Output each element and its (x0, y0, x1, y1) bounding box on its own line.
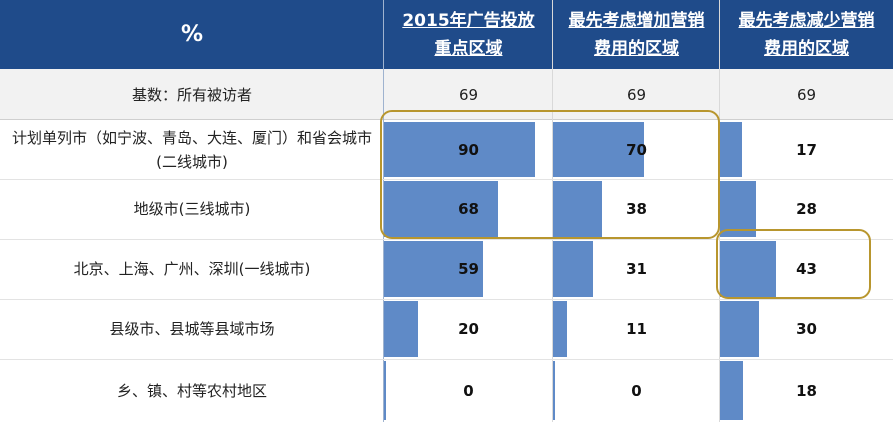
bar-value-label: 70 (626, 140, 647, 159)
row-separator (0, 359, 893, 360)
table-header: % 2015年广告投放 重点区域 最先考虑增加营销 费用的区域 最先考虑减少营销 费… (0, 0, 893, 69)
bar (384, 241, 483, 297)
base-value: 69 (626, 85, 647, 104)
row-label: 北京、上海、广州、深圳(一线城市) (73, 260, 311, 278)
highlight-box (716, 229, 871, 299)
bar-value-label: 68 (458, 200, 479, 218)
bar-value-label: 31 (626, 260, 647, 278)
highlight-box (380, 110, 720, 239)
row-label: 县级市、县城等县域市场 (109, 320, 275, 338)
bar (384, 301, 418, 357)
bar-value-label: 11 (626, 320, 647, 338)
header-column-2: 最先考虑增加营销 费用的区域 (553, 0, 720, 69)
bar (553, 241, 593, 297)
header-column-label: 最先考虑减少营销 费用的区域 (738, 10, 875, 59)
row-separator (0, 239, 893, 240)
bar (553, 122, 644, 177)
row-label: 乡、镇、村等农村地区 (116, 381, 267, 400)
header-column-3: 最先考虑减少营销 费用的区域 (720, 0, 893, 69)
row-separator (0, 179, 893, 180)
bar-value-label: 0 (631, 381, 642, 400)
base-value: 69 (458, 85, 479, 104)
bar-value-label: 18 (796, 381, 817, 400)
bar (384, 361, 386, 420)
bar (720, 241, 776, 297)
bar (720, 301, 759, 357)
bar-value-label: 17 (796, 140, 817, 159)
header-corner-label: % (180, 22, 204, 47)
bar (553, 181, 602, 237)
bar-value-label: 90 (458, 140, 479, 159)
header-column-label: 2015年广告投放 重点区域 (402, 10, 535, 59)
bar-value-label: 20 (458, 320, 479, 338)
bar-value-label: 30 (796, 320, 817, 338)
header-column-label: 最先考虑增加营销 费用的区域 (568, 10, 705, 59)
bar-value-label: 28 (796, 200, 817, 218)
column-separator (383, 0, 384, 422)
base-row-label: 基数：所有被访者 (131, 85, 252, 104)
row-separator (0, 299, 893, 300)
bar (720, 181, 756, 237)
bar (553, 361, 555, 420)
bar (720, 361, 743, 420)
column-separator (552, 0, 553, 422)
bar (720, 122, 742, 177)
row-label: 地级市(三线城市) (133, 200, 251, 218)
bar (553, 301, 567, 357)
header-column-1: 2015年广告投放 重点区域 (384, 0, 553, 69)
bar-value-label: 0 (463, 381, 474, 400)
base-value: 69 (796, 85, 817, 104)
bar-value-label: 59 (458, 260, 479, 278)
bar (384, 122, 535, 177)
row-label: 计划单列市（如宁波、青岛、大连、厦门）和省会城市(二线城市) (11, 128, 372, 171)
bar-value-label: 43 (796, 260, 817, 278)
bar-value-label: 38 (626, 200, 647, 218)
bar (384, 181, 498, 237)
